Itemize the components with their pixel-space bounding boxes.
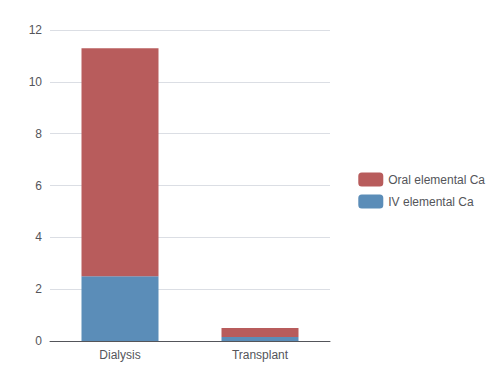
svg-text:8: 8 (35, 127, 42, 141)
svg-text:IV elemental Ca: IV elemental Ca (388, 195, 474, 209)
svg-text:10: 10 (29, 75, 43, 89)
svg-text:6: 6 (35, 179, 42, 193)
svg-text:Transplant: Transplant (232, 348, 289, 362)
svg-text:2: 2 (35, 282, 42, 296)
svg-text:12: 12 (29, 23, 43, 37)
svg-text:Dialysis: Dialysis (99, 348, 140, 362)
svg-text:0: 0 (35, 334, 42, 348)
svg-text:Oral elemental Ca: Oral elemental Ca (388, 173, 485, 187)
svg-text:4: 4 (35, 230, 42, 244)
